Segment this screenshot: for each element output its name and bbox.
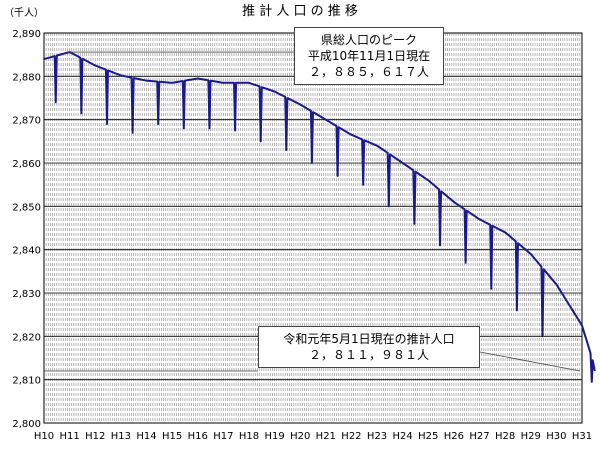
x-tick-label: H12 xyxy=(85,431,105,442)
x-tick-label: H23 xyxy=(367,431,387,442)
x-tick-label: H17 xyxy=(213,431,233,442)
peak-callout-line2: 平成10年11月1日現在 xyxy=(307,49,431,63)
data-point xyxy=(529,253,532,255)
data-point xyxy=(401,162,404,164)
data-point xyxy=(299,103,301,106)
data-point xyxy=(376,144,378,147)
peak-callout-line3: ２，８８５，６１７人 xyxy=(308,65,429,79)
peak-callout: 県総人口のピーク 平成10年11月1日現在 ２，８８５，６１７人 xyxy=(294,27,444,85)
x-tick-label: H25 xyxy=(418,431,438,442)
data-point xyxy=(222,82,225,84)
x-tick-label: H10 xyxy=(34,431,54,442)
x-tick-label: H28 xyxy=(495,431,515,442)
x-tick-label: H29 xyxy=(521,431,541,442)
x-tick-label: H18 xyxy=(239,431,259,442)
data-point xyxy=(555,283,558,286)
series-layer xyxy=(43,51,596,383)
data-point xyxy=(248,82,250,84)
y-tick-label: 2,830 xyxy=(12,289,41,300)
y-tick-label: 2,860 xyxy=(12,159,41,170)
peak-callout-line1: 県総人口のピーク xyxy=(320,33,417,47)
current-callout: 令和元年5月1日現在の推計人口 ２，８１１，９８１人 xyxy=(258,326,480,368)
current-callout-line2: ２，８１１，９８１人 xyxy=(308,348,429,362)
population-line xyxy=(43,51,596,383)
y-tick-label: 2,850 xyxy=(12,202,41,213)
x-tick-label: H11 xyxy=(59,431,79,442)
current-leader-line xyxy=(479,351,581,372)
x-axis-ticks: H10 H11 H12 H13 H14 H15 H16 H17 H18 H19 H20 H21 H22 H… xyxy=(34,431,592,442)
data-point xyxy=(478,218,481,221)
x-tick-label: H13 xyxy=(111,431,131,442)
data-point xyxy=(453,201,455,203)
x-tick-label: H16 xyxy=(188,431,208,442)
chart-title: 推 計 人 口 の 推 移 xyxy=(242,3,358,19)
y-tick-label: 2,800 xyxy=(12,419,41,430)
x-tick-label: H27 xyxy=(469,431,489,442)
y-tick-label: 2,810 xyxy=(12,376,41,387)
data-point xyxy=(43,58,45,60)
y-tick-label: 2,880 xyxy=(12,72,41,83)
x-tick-label: H31 xyxy=(572,431,592,442)
data-point xyxy=(581,324,583,327)
y-tick-label: 2,870 xyxy=(12,116,41,127)
x-tick-label: H14 xyxy=(136,431,156,442)
x-tick-label: H24 xyxy=(393,431,413,442)
data-point xyxy=(171,82,173,84)
x-tick-label: H19 xyxy=(264,431,284,442)
data-point xyxy=(120,74,122,77)
y-tick-label: 2,890 xyxy=(12,29,41,40)
x-tick-label: H22 xyxy=(341,431,361,442)
data-point xyxy=(94,64,97,67)
data-point xyxy=(427,179,430,182)
data-point xyxy=(325,118,327,121)
data-point xyxy=(196,77,199,80)
x-tick-label: H26 xyxy=(444,431,464,442)
x-tick-label: H15 xyxy=(162,431,182,442)
x-tick-label: H30 xyxy=(546,431,566,442)
y-axis-unit: （千人） xyxy=(4,7,44,19)
data-point xyxy=(145,79,148,82)
y-tick-label: 2,840 xyxy=(12,246,41,257)
data-point xyxy=(350,134,353,136)
callout-leaders xyxy=(44,51,581,372)
y-axis-ticks: 2,800 2,810 2,820 2,830 2,840 2,850 2,860 2,870… xyxy=(12,29,41,430)
data-point xyxy=(273,90,276,93)
x-tick-label: H21 xyxy=(316,431,336,442)
data-point xyxy=(504,231,506,234)
x-tick-label: H20 xyxy=(290,431,310,442)
y-tick-label: 2,820 xyxy=(12,332,41,343)
current-callout-line1: 令和元年5月1日現在の推計人口 xyxy=(283,332,455,346)
